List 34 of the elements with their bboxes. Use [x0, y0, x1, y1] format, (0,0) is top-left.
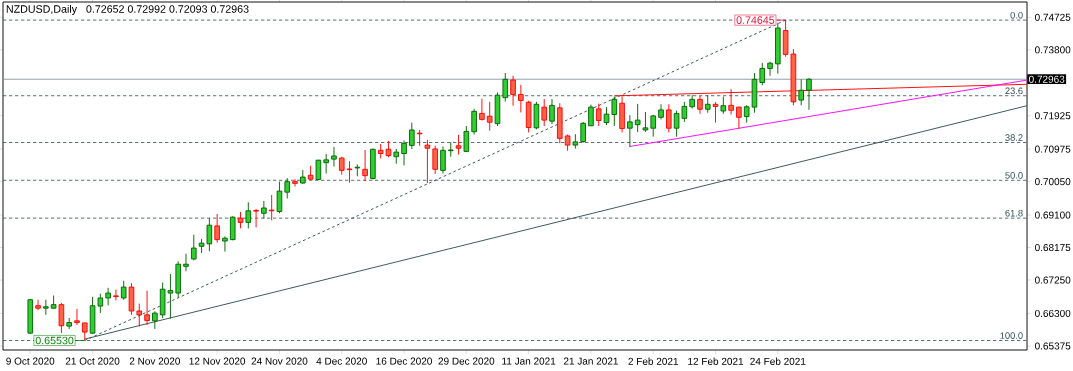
y-tick-label: 0.70975 — [1035, 145, 1071, 153]
annotation: 0.0 — [1010, 11, 1023, 19]
x-tick-label: 4 Dec 2020 — [316, 357, 367, 365]
annotation: 0.74645 — [736, 16, 775, 24]
y-tick-label: 0.70050 — [1035, 178, 1071, 186]
x-tick-label: 24 Feb 2021 — [750, 357, 806, 365]
x-tick-label: 21 Oct 2020 — [65, 357, 120, 365]
annotation: 23.6 — [1005, 87, 1023, 95]
x-tick-label: 11 Jan 2021 — [502, 357, 556, 365]
x-tick-label: 2 Feb 2021 — [628, 357, 679, 365]
x-tick-label: 16 Dec 2020 — [376, 357, 432, 365]
x-tick-label: 12 Feb 2021 — [688, 357, 744, 365]
y-tick-label: 0.71925 — [1035, 112, 1071, 120]
x-tick-label: 9 Oct 2020 — [6, 357, 55, 365]
x-tick-label: 2 Nov 2020 — [129, 357, 181, 365]
y-tick-label: 0.66300 — [1035, 309, 1071, 317]
annotation: 38.2 — [1005, 134, 1023, 141]
y-tick-label: 0.69100 — [1035, 211, 1071, 219]
y-tick-label: 0.67250 — [1035, 276, 1071, 284]
annotation: 0.65530 — [35, 336, 74, 345]
y-tick-label: 0.73800 — [1035, 46, 1071, 54]
chart-title: NZDUSD,Daily — [6, 4, 78, 15]
y-tick-label: 0.74725 — [1035, 13, 1071, 21]
x-tick-label: 12 Nov 2020 — [189, 357, 246, 365]
annotation: 50.0 — [1005, 172, 1023, 179]
y-tick-label: 0.65375 — [1035, 342, 1071, 350]
x-tick-label: 29 Dec 2020 — [438, 357, 495, 365]
y-tick-label: 0.68175 — [1035, 243, 1071, 252]
x-tick-label: 21 Jan 2021 — [563, 357, 618, 365]
annotation: 100.0 — [1000, 332, 1023, 339]
chart-subtitle: 0.72652 0.72992 0.72093 0.72963 — [86, 5, 249, 13]
annotation: 61.8 — [1005, 209, 1023, 217]
x-tick-label: 24 Nov 2020 — [251, 357, 308, 365]
ref-line-label: 0.72963 — [1029, 75, 1065, 83]
